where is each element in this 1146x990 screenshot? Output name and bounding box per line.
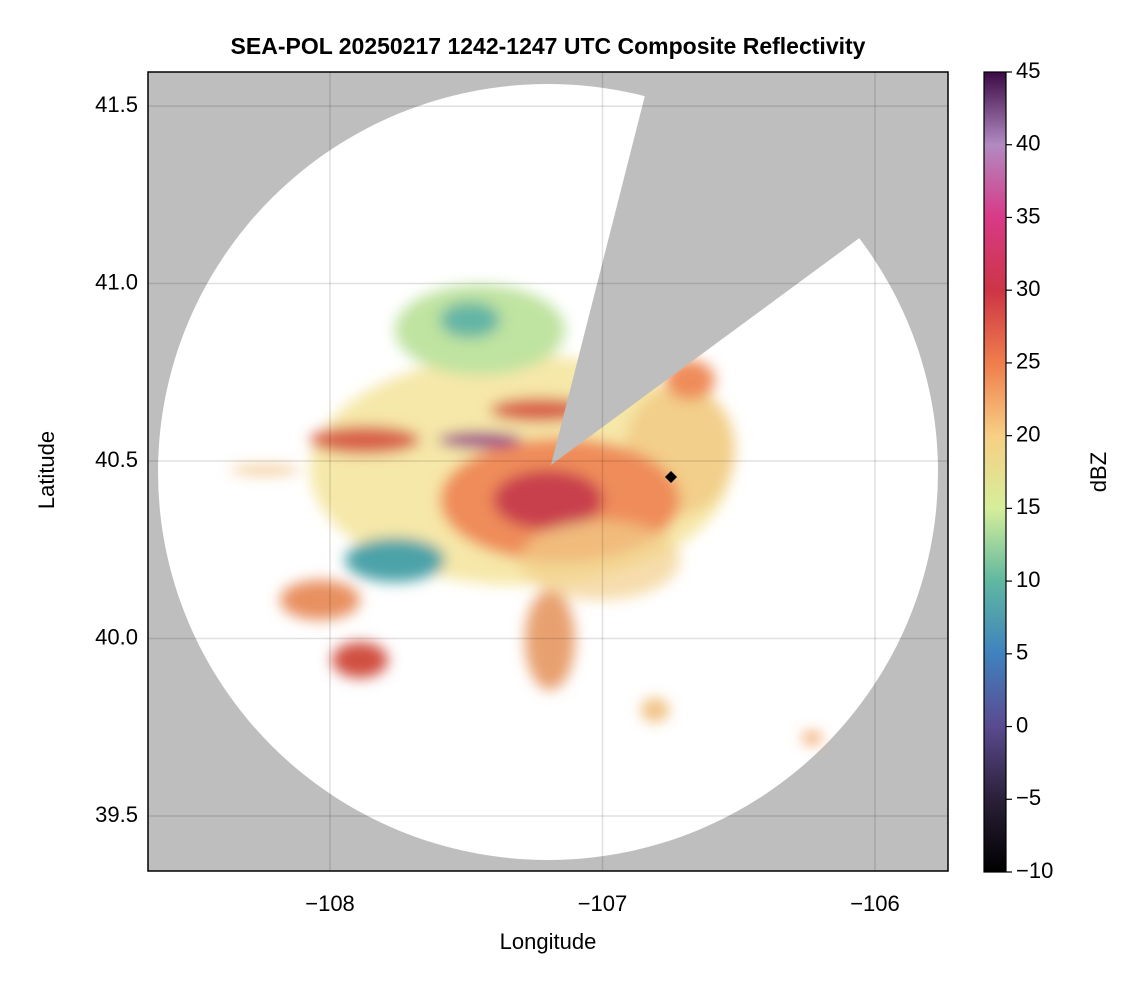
colorbar-label: dBZ [1086,452,1111,492]
colorbar-gradient [984,72,1006,872]
y-tick-label: 39.5 [95,802,138,827]
colorbar-tick-label: −10 [1016,858,1053,883]
colorbar-tick-label: 15 [1016,494,1040,519]
y-tick-label: 41.0 [95,269,138,294]
chart-title: SEA-POL 20250217 1242-1247 UTC Composite… [231,33,866,59]
grid [148,72,948,871]
plot-frame [147,71,949,872]
plot-area [148,72,948,871]
y-axis-label: Latitude [34,431,59,509]
colorbar-tick-label: 40 [1016,131,1040,156]
colorbar: −10 −5 0 5 10 15 20 25 30 35 40 45 [983,58,1053,883]
colorbar-tick-label: 20 [1016,421,1040,446]
y-tick-label: 41.5 [95,92,138,117]
colorbar-tick-label: 35 [1016,203,1040,228]
x-tick-label: −106 [850,891,900,916]
x-axis-label: Longitude [500,929,597,954]
x-tick-label: −108 [305,891,355,916]
site-marker [665,471,677,483]
y-tick-label: 40.5 [95,447,138,472]
x-tick-label: −107 [578,891,628,916]
colorbar-tick-label: 25 [1016,349,1040,374]
y-tick-label: 40.0 [95,624,138,649]
blocked-sector [551,72,948,465]
colorbar-tick-label: 10 [1016,567,1040,592]
colorbar-tick-label: 5 [1016,640,1028,665]
colorbar-tick-label: −5 [1016,785,1041,810]
colorbar-frame [983,71,1007,873]
colorbar-tick-label: 45 [1016,58,1040,83]
colorbar-tick-label: 30 [1016,276,1040,301]
reflectivity-field [230,285,822,744]
colorbar-tick-label: 0 [1016,712,1028,737]
